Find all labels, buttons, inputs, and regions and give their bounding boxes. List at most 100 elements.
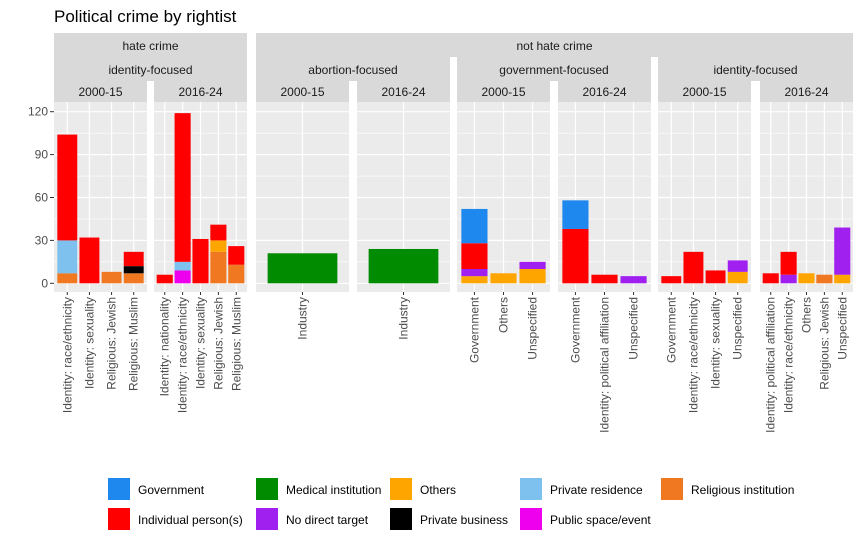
legend-item: Private business xyxy=(390,508,508,530)
bar-segment xyxy=(562,200,589,229)
legend-label: Medical institution xyxy=(286,483,381,497)
bar-segment xyxy=(591,274,618,284)
legend-item: Medical institution xyxy=(256,478,381,500)
bar-segment xyxy=(210,224,227,241)
strip-period-bg xyxy=(760,80,853,102)
legend-label: Public space/event xyxy=(550,513,651,527)
x-tick-label: Unspecified xyxy=(627,297,641,360)
bar-segment xyxy=(798,273,815,284)
legend-key xyxy=(390,508,412,530)
bar-segment xyxy=(461,208,488,244)
strip-level2-bg xyxy=(658,57,853,81)
strip-period-bg xyxy=(658,80,751,102)
x-tick-label: Religious: Muslim xyxy=(127,297,141,391)
panel: Identity: nationality Identity: race/ethn… xyxy=(154,102,247,413)
x-tick-label: Identity: sexuality xyxy=(194,297,208,389)
bar-segment xyxy=(762,273,779,284)
legend-item: Private residence xyxy=(520,478,643,500)
y-axis: 0 30 60 90 120 xyxy=(28,105,54,290)
x-tick-label: Industry xyxy=(296,297,310,340)
x-tick-label: Religious: Jewish xyxy=(105,297,119,390)
bar-segment xyxy=(174,113,191,262)
panel: Industry xyxy=(256,102,349,340)
strip-level1-bg xyxy=(256,33,853,57)
strip-period-label: 2016-24 xyxy=(178,85,222,99)
strip-period-label: 2000-15 xyxy=(280,85,324,99)
strip-level1-bg xyxy=(54,33,247,57)
x-tick-label: Others xyxy=(800,297,814,333)
bar-segment xyxy=(123,273,144,284)
bar-segment xyxy=(461,276,488,284)
strip-period-label: 2016-24 xyxy=(381,85,425,99)
bar-segment xyxy=(816,274,833,284)
x-tick-label: Unspecified xyxy=(835,297,849,360)
legend-key xyxy=(256,508,278,530)
y-tick-label: 120 xyxy=(28,105,48,119)
y-tick-label: 60 xyxy=(35,191,49,205)
x-tick-label: Identity: sexuality xyxy=(82,297,96,389)
x-tick-label: Industry xyxy=(397,297,411,340)
strip-level2-bg xyxy=(256,57,450,81)
x-tick-label: Identity: race/ethnicity xyxy=(176,297,190,413)
x-tick-label: Unspecified xyxy=(526,297,540,360)
facet-strips: hate crime not hate crime identity-focused… xyxy=(54,33,853,102)
legend-item: Religious institution xyxy=(661,478,794,500)
bar-segment xyxy=(620,276,647,284)
bar-segment xyxy=(727,271,748,284)
legend-key xyxy=(520,508,542,530)
legend-label: Individual person(s) xyxy=(138,513,243,527)
legend-item: Others xyxy=(390,478,456,500)
bar-segment xyxy=(123,266,144,274)
x-tick-label: Religious: Jewish xyxy=(211,297,225,390)
x-tick-label: Others xyxy=(497,297,511,333)
bar-segment xyxy=(519,261,546,269)
plot-panels: Identity: race/ethnicity Identity: sexual… xyxy=(54,102,853,433)
legend-key xyxy=(108,508,130,530)
bar-segment xyxy=(210,240,227,252)
bar-segment xyxy=(228,246,245,265)
strip-level1-label: hate crime xyxy=(122,39,178,53)
bar-segment xyxy=(174,261,191,271)
legend-item: No direct target xyxy=(256,508,369,530)
bar-segment xyxy=(57,273,78,284)
legend-label: Religious institution xyxy=(691,483,794,497)
legend-item: Government xyxy=(108,478,205,500)
strip-period-label: 2000-15 xyxy=(682,85,726,99)
bar-segment xyxy=(368,248,439,284)
strip-level2-bg xyxy=(457,57,651,81)
bar-segment xyxy=(519,269,546,284)
legend-key xyxy=(108,478,130,500)
bar-segment xyxy=(661,276,682,284)
bar-segment xyxy=(228,264,245,284)
bar-segment xyxy=(57,134,78,241)
strip-level2-label: abortion-focused xyxy=(308,63,397,77)
legend-item: Individual person(s) xyxy=(108,508,243,530)
strip-level2-label: identity-focused xyxy=(713,63,797,77)
x-tick-label: Identity: political affiliation xyxy=(764,297,778,433)
legend-item: Public space/event xyxy=(520,508,651,530)
bar-segment xyxy=(79,237,100,284)
y-tick-label: 30 xyxy=(35,233,49,247)
y-tick-label: 90 xyxy=(35,148,49,162)
legend-label: Private business xyxy=(420,513,508,527)
strip-period-label: 2016-24 xyxy=(582,85,626,99)
x-tick-label: Government xyxy=(467,296,481,363)
bar-segment xyxy=(210,251,227,284)
x-tick-label: Religious: Jewish xyxy=(817,297,831,390)
bar-segment xyxy=(683,251,704,284)
panel: Government Identity: race/ethnicity Identi… xyxy=(658,102,751,413)
legend-label: Private residence xyxy=(550,483,643,497)
x-tick-label: Religious: Muslim xyxy=(229,297,243,391)
bar-segment xyxy=(461,269,488,277)
strip-period-label: 2000-15 xyxy=(78,85,122,99)
x-tick-label: Government xyxy=(664,296,678,363)
legend-key xyxy=(256,478,278,500)
bar-segment xyxy=(834,274,851,284)
panel: Identity: race/ethnicity Identity: sexual… xyxy=(54,102,147,413)
x-tick-label: Identity: political affiliation xyxy=(598,297,612,433)
bar-segment xyxy=(101,271,122,284)
bar-segment xyxy=(834,227,851,275)
x-tick-label: Identity: race/ethnicity xyxy=(686,297,700,413)
legend-label: Others xyxy=(420,483,456,497)
